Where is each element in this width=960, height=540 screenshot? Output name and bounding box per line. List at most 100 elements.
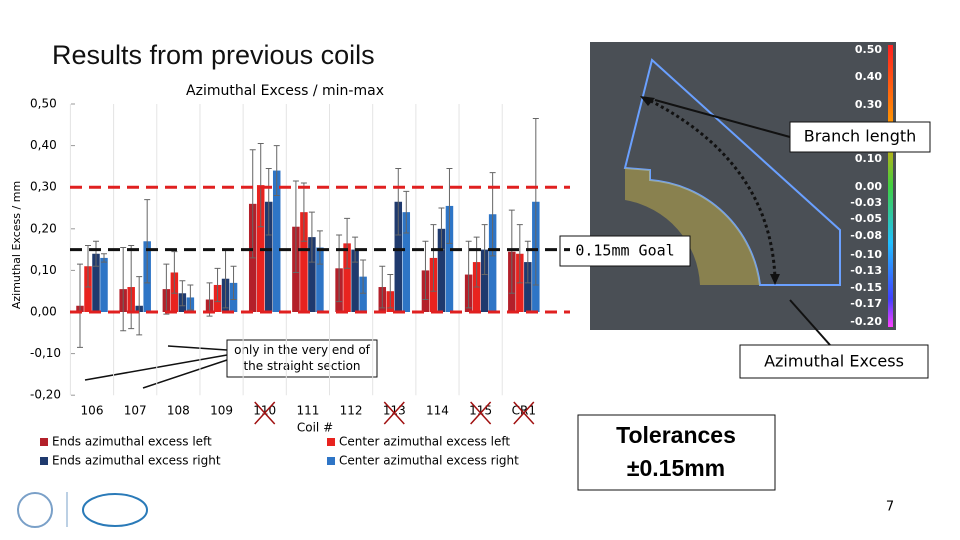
logo-cern: [17, 492, 53, 528]
colorbar-label: -0.20: [850, 315, 882, 328]
tolerance-text: ±0.15mm: [627, 455, 725, 481]
error-bar: [292, 180, 299, 273]
legend-label: Center azimuthal excess left: [339, 435, 510, 449]
bar: [92, 253, 100, 312]
note-box: [226, 339, 378, 378]
y-tick-label: 0,10: [30, 263, 57, 277]
tolerance-box: [577, 414, 776, 491]
x-axis-label: Coil #: [297, 421, 333, 435]
y-tick-label: -0,10: [30, 346, 61, 360]
cross-out: [254, 401, 276, 425]
error-bar: [395, 167, 402, 236]
arrowhead: [640, 96, 655, 106]
y-tick-label: 0,20: [30, 221, 57, 235]
bar: [308, 237, 316, 312]
legend-label: Ends azimuthal excess left: [52, 435, 212, 449]
error-bar: [508, 209, 515, 294]
note-pointer: [167, 345, 228, 351]
cross-out: [470, 401, 492, 425]
slide-title: Results from previous coils: [52, 40, 375, 70]
note-text: only in the very end of the straight sect…: [234, 343, 371, 373]
error-bar: [516, 224, 523, 284]
x-tick-label: 109: [210, 404, 233, 418]
error-bar: [120, 247, 127, 332]
legend-swatch: [40, 457, 48, 465]
arrowhead: [770, 274, 780, 285]
error-bar: [316, 230, 323, 265]
error-bar: [85, 244, 91, 288]
error-bar: [422, 240, 429, 301]
colorbar-label: 0.00: [855, 180, 882, 193]
error-bar: [136, 276, 143, 336]
colorbar-label: -0.08: [850, 229, 882, 242]
error-bar: [387, 274, 394, 309]
x-tick-label: 107: [124, 404, 147, 418]
error-bar: [465, 240, 472, 309]
fea-image: [590, 42, 896, 330]
y-tick-label: 0,50: [30, 97, 57, 111]
cross-out: [513, 401, 535, 425]
error-bar: [273, 145, 280, 197]
bar: [488, 214, 497, 312]
azimuthal-label: Azimuthal Excess: [764, 352, 904, 371]
error-bar: [187, 284, 194, 311]
coil-fill: [625, 168, 760, 285]
error-bar: [101, 253, 107, 263]
bar: [300, 212, 308, 312]
error-bar: [93, 240, 99, 267]
azimuthal-pointer: [789, 299, 831, 346]
x-tick-label: CR1: [512, 404, 536, 418]
error-bar: [446, 167, 453, 244]
error-bar: [308, 211, 315, 263]
error-bar: [344, 217, 351, 269]
bar: [84, 266, 92, 312]
note-pointer: [142, 359, 228, 389]
y-tick-label: 0,30: [30, 180, 57, 194]
branch-arrow: [644, 96, 777, 279]
colorbar-label: 0.30: [855, 98, 882, 111]
bar: [359, 276, 367, 312]
cross-out: [383, 401, 405, 425]
bar: [437, 228, 446, 312]
colorbar-label: 0.40: [855, 70, 882, 83]
colorbar-label: -0.17: [850, 297, 882, 310]
error-bar: [128, 244, 135, 330]
error-bar: [214, 267, 221, 303]
error-bar: [403, 190, 410, 234]
error-bar: [77, 263, 83, 348]
bar: [524, 262, 532, 312]
azimuthal-box: [739, 344, 929, 379]
legend-swatch: [327, 457, 335, 465]
colorbar-label: 0.50: [855, 43, 882, 56]
x-tick-label: 110: [253, 404, 276, 418]
y-tick-label: -0,20: [30, 388, 61, 402]
error-bar: [532, 118, 539, 286]
error-bar: [265, 167, 272, 236]
x-tick-label: 106: [81, 404, 104, 418]
bar: [272, 170, 281, 312]
colorbar-label: -0.15: [850, 281, 882, 294]
x-tick-label: 113: [383, 404, 406, 418]
error-bar: [300, 182, 307, 242]
bar: [445, 205, 454, 312]
page-number: 7: [886, 500, 894, 515]
colorbar-label: -0.03: [850, 196, 882, 209]
bar: [264, 201, 273, 312]
note-pointer: [84, 354, 228, 381]
goal-box: [559, 235, 691, 267]
legend-swatch: [40, 438, 48, 446]
error-bar: [336, 234, 343, 303]
tolerance-text: Tolerances: [616, 422, 736, 448]
error-bar: [230, 265, 237, 301]
error-bar: [144, 199, 151, 284]
x-tick-label: 112: [340, 404, 363, 418]
bar: [100, 257, 108, 312]
bar: [316, 247, 324, 312]
error-bar: [179, 280, 186, 307]
colorbar-label: -0.13: [850, 264, 882, 277]
logo-hilumi: [82, 493, 148, 527]
bar: [343, 243, 351, 312]
legend-label: Center azimuthal excess right: [339, 454, 519, 468]
error-bar: [430, 224, 437, 292]
